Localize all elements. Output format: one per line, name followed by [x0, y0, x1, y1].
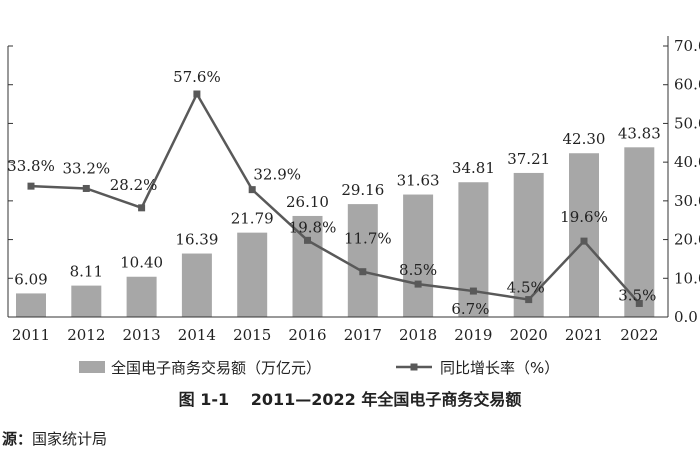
line-point	[248, 186, 256, 194]
bar	[458, 182, 489, 317]
bar	[126, 276, 157, 317]
x-tick-label: 2015	[233, 326, 271, 344]
data-source: 源：国家统计局	[2, 428, 107, 449]
line-value-label: 6.7%	[451, 300, 489, 318]
figure-caption: 图 1-1 2011—2022 年全国电子商务交易额	[178, 390, 522, 409]
bar-value-label: 10.40	[120, 254, 163, 272]
line-value-label: 19.6%	[560, 208, 608, 226]
line-value-label: 19.8%	[289, 218, 337, 236]
line-point	[525, 296, 533, 304]
x-tick-label: 2021	[565, 326, 603, 344]
legend-bar-swatch	[79, 361, 105, 373]
bar-value-label: 34.81	[452, 159, 495, 177]
x-tick-label: 2018	[399, 326, 437, 344]
line-value-label: 8.5%	[399, 261, 437, 279]
right-axis-tick-label: 20.0	[674, 231, 700, 249]
line-point	[414, 280, 422, 288]
line-point	[304, 236, 311, 244]
bar	[569, 153, 599, 317]
bar	[624, 147, 655, 317]
bar-value-label: 37.21	[507, 150, 550, 168]
line-value-label: 28.2%	[110, 176, 158, 194]
right-axis-tick-label: 50.0	[674, 114, 700, 132]
bar	[513, 172, 544, 317]
bar-value-label: 6.09	[14, 270, 47, 288]
x-tick-label: 2017	[344, 326, 382, 344]
x-tick-label: 2011	[12, 326, 50, 344]
bar	[181, 253, 212, 317]
right-axis-tick-label: 60.0	[674, 76, 700, 94]
line-value-label: 33.8%	[7, 157, 55, 175]
right-axis-tick-label: 10.0	[674, 269, 700, 287]
line-point	[27, 182, 35, 190]
line-point	[193, 90, 201, 98]
bar-value-label: 8.11	[70, 263, 103, 281]
bar-value-label: 29.16	[341, 181, 384, 199]
source-text: 国家统计局	[32, 430, 108, 448]
line-value-label: 33.2%	[62, 159, 110, 177]
bar-value-label: 26.10	[286, 193, 329, 211]
x-tick-label: 2012	[67, 326, 105, 344]
x-tick-label: 2020	[510, 326, 548, 344]
line-point	[359, 268, 367, 276]
line-point	[469, 287, 477, 295]
legend-line-label: 同比增长率（%）	[440, 359, 559, 377]
line-point	[635, 299, 643, 307]
right-axis-tick-label: 0.0	[674, 308, 698, 326]
line-value-label: 3.5%	[618, 286, 656, 304]
x-tick-label: 2019	[454, 326, 492, 344]
line-point	[580, 237, 588, 245]
line-value-label: 11.7%	[344, 230, 392, 248]
x-tick-label: 2022	[620, 326, 658, 344]
line-point	[82, 184, 90, 192]
source-label: 源：	[2, 430, 33, 448]
right-axis-tick-label: 40.0	[674, 153, 700, 171]
x-tick-label: 2013	[123, 326, 161, 344]
x-tick-label: 2014	[178, 326, 216, 344]
right-axis-tick-label: 70.0	[674, 37, 700, 55]
bar-value-label: 42.30	[563, 130, 606, 148]
bar	[71, 285, 102, 317]
line-point	[138, 204, 146, 212]
legend-bar-label: 全国电子商务交易额（万亿元）	[111, 359, 321, 377]
bar	[237, 232, 268, 317]
line-value-label: 4.5%	[507, 279, 545, 297]
bar-value-label: 16.39	[175, 231, 218, 249]
bar-value-label: 31.63	[397, 172, 440, 190]
bar	[347, 204, 378, 317]
line-value-label: 32.9%	[253, 166, 301, 184]
x-tick-label: 2016	[288, 326, 326, 344]
bar	[16, 293, 46, 317]
right-axis-tick-label: 30.0	[674, 192, 700, 210]
growth-rate-line	[30, 91, 641, 305]
bar-value-label: 21.79	[231, 210, 274, 228]
bar	[403, 194, 434, 317]
line-value-label: 57.6%	[173, 68, 221, 86]
chart: 0.0 10.0 20.0 30.0 40.0 50.0 60.0 70.0 2011 2012 2…	[7, 36, 700, 377]
legend-line-marker	[410, 363, 418, 371]
bar-value-label: 43.83	[618, 124, 661, 142]
